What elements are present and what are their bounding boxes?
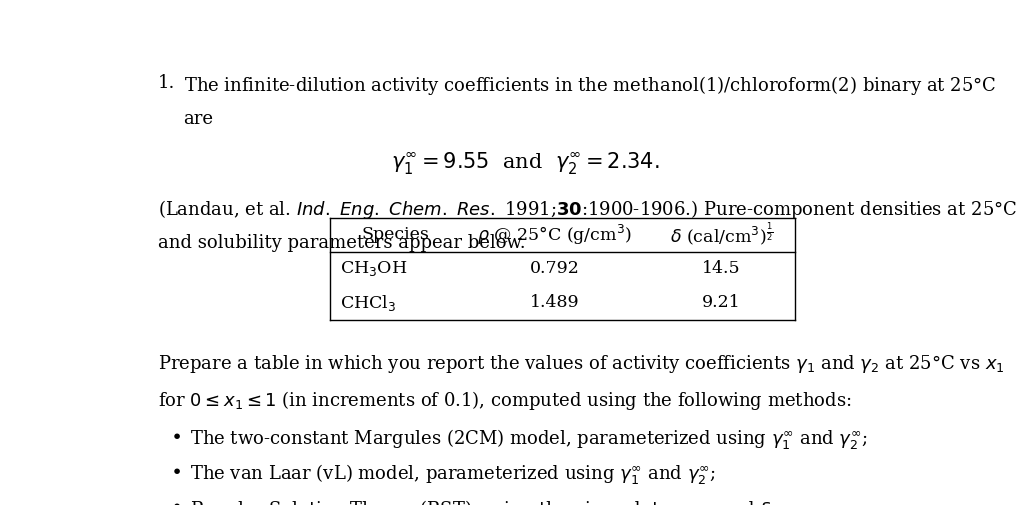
Text: and solubility parameters appear below.: and solubility parameters appear below. — [158, 234, 525, 252]
Text: $\bullet$: $\bullet$ — [170, 426, 181, 444]
Text: 14.5: 14.5 — [701, 261, 740, 277]
Text: $\delta$ (cal/cm$^3$)$^{\frac{1}{2}}$: $\delta$ (cal/cm$^3$)$^{\frac{1}{2}}$ — [670, 222, 773, 248]
Text: Species: Species — [361, 227, 430, 243]
Text: 0.792: 0.792 — [529, 261, 580, 277]
Text: The van Laar (vL) model, parameterized using $\gamma_1^{\infty}$ and $\gamma_2^{: The van Laar (vL) model, parameterized u… — [189, 463, 716, 487]
Text: 1.: 1. — [158, 74, 175, 92]
Text: The infinite-dilution activity coefficients in the methanol(1)/chloroform(2) bin: The infinite-dilution activity coefficie… — [183, 74, 996, 97]
Text: Regular Solution Theory (RST), using the given data on $\rho$ and $\delta$;: Regular Solution Theory (RST), using the… — [189, 497, 777, 505]
Text: (Landau, et al. $\mathit{Ind.\ Eng.\ Chem.\ Res.}$ 1991;$\mathbf{30}$:1900-1906.: (Landau, et al. $\mathit{Ind.\ Eng.\ Che… — [158, 198, 1017, 221]
Text: $\gamma_1^{\infty} = 9.55$  and  $\gamma_2^{\infty} = 2.34.$: $\gamma_1^{\infty} = 9.55$ and $\gamma_2… — [390, 151, 659, 177]
Text: 9.21: 9.21 — [701, 294, 740, 311]
Text: are: are — [183, 111, 214, 128]
Text: $\rho$ @ 25$\degree$C (g/cm$^3$): $\rho$ @ 25$\degree$C (g/cm$^3$) — [477, 223, 632, 247]
Text: CHCl$_3$: CHCl$_3$ — [340, 293, 396, 313]
Text: $\bullet$: $\bullet$ — [170, 461, 181, 479]
Text: Prepare a table in which you report the values of activity coefficients $\gamma_: Prepare a table in which you report the … — [158, 352, 1005, 375]
Text: 1.489: 1.489 — [529, 294, 580, 311]
Text: CH$_3$OH: CH$_3$OH — [340, 260, 408, 278]
Text: $\bullet$: $\bullet$ — [170, 496, 181, 505]
Text: The two-constant Margules (2CM) model, parameterized using $\gamma_1^{\infty}$ a: The two-constant Margules (2CM) model, p… — [189, 428, 867, 451]
Text: for $0 \leq x_1 \leq 1$ (in increments of 0.1), computed using the following met: for $0 \leq x_1 \leq 1$ (in increments o… — [158, 389, 852, 412]
